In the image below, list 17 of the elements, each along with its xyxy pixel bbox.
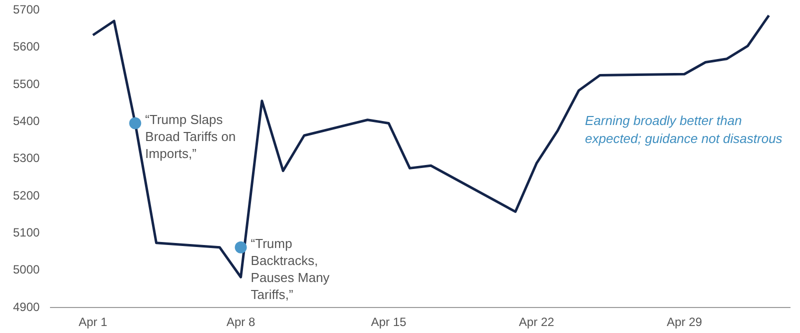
x-tick-label: Apr 8 xyxy=(226,315,256,330)
annotation: “Trump Backtracks, Pauses Many Tariffs,” xyxy=(250,235,331,304)
y-tick-label: 5400 xyxy=(12,114,40,128)
x-tick-label: Apr 15 xyxy=(370,315,407,330)
y-tick-label: 5100 xyxy=(12,226,40,240)
annotation: “Trump Slaps Broad Tariffs on Imports,” xyxy=(145,111,237,162)
x-tick-label: Apr 29 xyxy=(666,315,702,330)
y-tick-label: 5000 xyxy=(12,262,40,277)
annotation: Earning broadly better than expected; guidance not disastrous xyxy=(585,112,784,148)
y-tick-label: 4900 xyxy=(12,300,40,314)
y-tick-label: 5500 xyxy=(12,76,40,91)
x-tick-label: Apr 22 xyxy=(518,315,555,330)
y-tick-label: 5700 xyxy=(12,2,40,17)
y-tick-label: 5200 xyxy=(12,188,40,202)
y-tick-label: 5600 xyxy=(12,40,40,54)
y-tick-label: 5300 xyxy=(12,151,40,166)
x-tick-label: Apr 1 xyxy=(78,315,108,330)
